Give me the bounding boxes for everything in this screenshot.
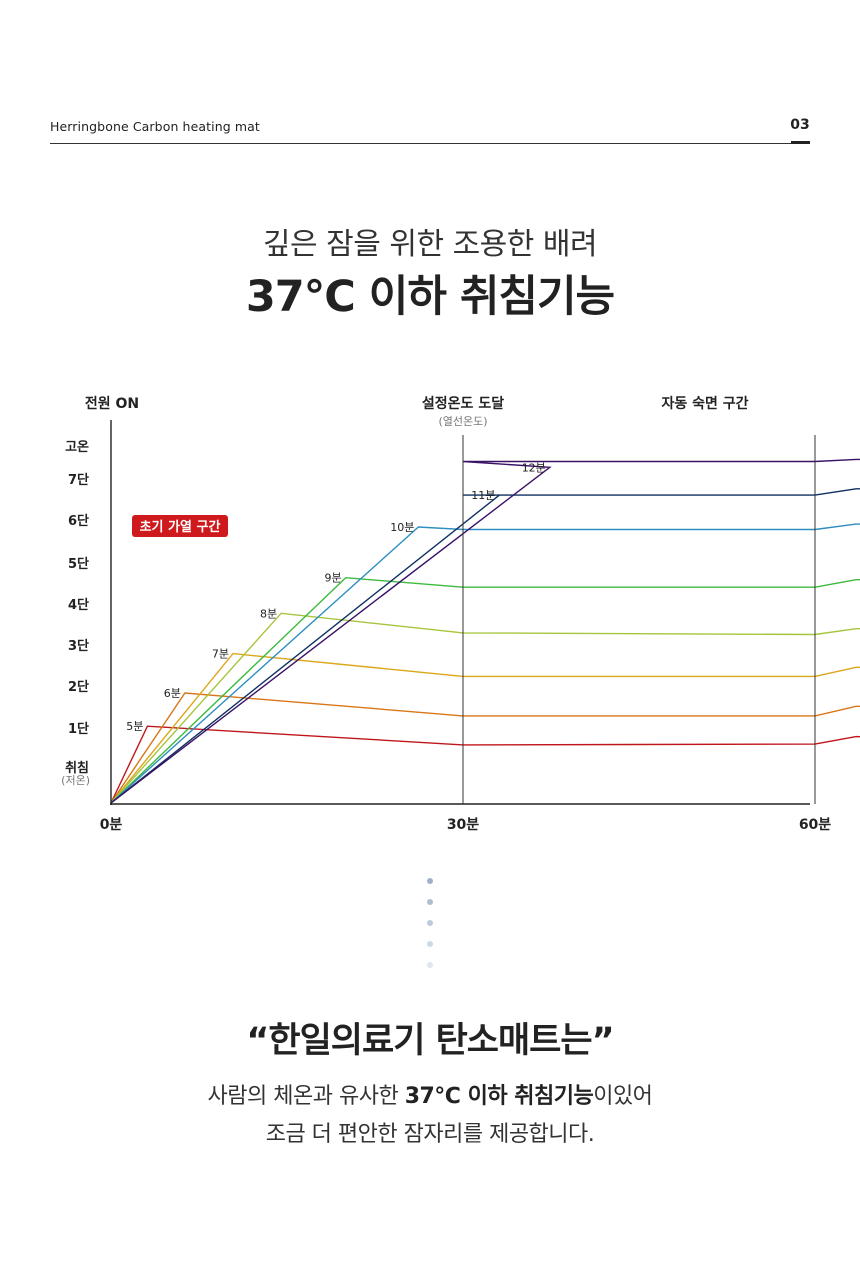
x-tick-label: 60분 — [799, 817, 831, 833]
page-number: 03 — [790, 117, 810, 133]
y-tick-label: 4단 — [68, 597, 89, 613]
description-line-2: 조금 더 편안한 잠자리를 제공합니다. — [265, 1122, 595, 1147]
chart-lines — [110, 458, 860, 804]
description: 사람의 체온과 유사한 37℃ 이하 취침기능이있어 조금 더 편안한 잠자리를… — [0, 1078, 860, 1154]
headline-title: 37℃ 이하 취침기능 — [245, 272, 615, 322]
peak-label: 9분 — [325, 572, 342, 585]
annotation-target-reached-sub: (열선온도) — [438, 415, 487, 428]
y-tick-label: 7단 — [68, 472, 89, 488]
annotation-target-reached: 설정온도 도달 — [422, 395, 504, 412]
y-tick-label: 취침 — [65, 760, 89, 776]
y-tick-label: 고온 — [65, 440, 89, 455]
y-tick-label: 5단 — [68, 556, 89, 572]
headline-subtitle: 깊은 잠을 위한 조용한 배려 — [262, 227, 598, 262]
series-line — [110, 725, 860, 804]
pager-dot — [427, 899, 433, 905]
annotation-auto-sleep: 자동 숙면 구간 — [661, 395, 748, 412]
x-tick-label: 0분 — [100, 817, 123, 833]
series-line — [110, 488, 860, 804]
pager-dot — [427, 962, 433, 968]
page-number-underline — [791, 141, 810, 144]
peak-label: 8분 — [260, 607, 277, 620]
brand-text: Herringbone Carbon heating mat — [50, 119, 260, 134]
peak-label: 6분 — [164, 687, 181, 700]
peak-label: 5분 — [126, 720, 143, 733]
series-line — [110, 692, 860, 804]
x-tick-label: 30분 — [447, 817, 479, 833]
y-tick-label: 1단 — [68, 721, 89, 737]
peak-label: 10분 — [390, 521, 414, 534]
description-line-1: 사람의 체온과 유사한 37℃ 이하 취침기능이있어 — [0, 1078, 860, 1116]
y-tick-label: 3단 — [68, 638, 89, 654]
series-line — [110, 576, 860, 804]
peak-label: 11분 — [471, 489, 495, 502]
description-highlight: 37℃ 이하 취침기능 — [404, 1084, 594, 1109]
pager-dot — [427, 878, 433, 884]
y-tick-note: (저온) — [61, 774, 90, 787]
initial-heating-label: 초기 가열 구간 — [140, 519, 221, 535]
series-line — [110, 523, 860, 804]
pager-dot — [427, 941, 433, 947]
header-divider — [50, 143, 810, 144]
peak-label: 7분 — [212, 648, 229, 661]
series-line — [110, 458, 860, 804]
y-tick-label: 6단 — [68, 513, 89, 529]
y-tick-label: 2단 — [68, 679, 89, 695]
description-text: 사람의 체온과 유사한 — [207, 1084, 405, 1109]
description-text-end: 이있어 — [593, 1084, 653, 1109]
series-line — [110, 612, 860, 804]
pager-dots — [426, 878, 434, 983]
annotation-power-on: 전원 ON — [85, 395, 139, 412]
peak-label: 12분 — [522, 461, 546, 474]
initial-heating-badge — [132, 515, 228, 537]
pager-dot — [427, 920, 433, 926]
brand-quote: “한일의료기 탄소매트는” — [246, 1021, 614, 1061]
chart-axes — [110, 420, 816, 805]
series-line — [110, 652, 860, 804]
